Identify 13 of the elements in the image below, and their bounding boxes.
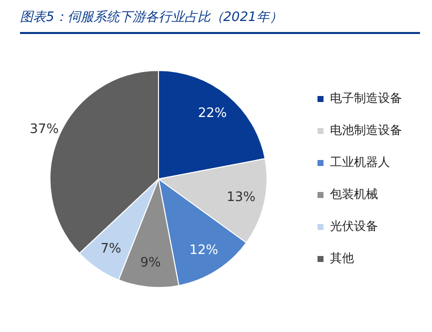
data-label: 12% bbox=[189, 242, 218, 258]
legend-label: 包装机械 bbox=[330, 187, 378, 202]
data-label: 9% bbox=[140, 256, 161, 271]
data-label: 22% bbox=[198, 106, 227, 122]
legend-label: 电子制造设备 bbox=[330, 91, 402, 106]
data-label: 7% bbox=[100, 241, 122, 256]
data-label: 37% bbox=[30, 122, 59, 137]
legend-label: 电池制造设备 bbox=[330, 123, 402, 138]
data-label: 13% bbox=[226, 190, 256, 205]
chart-title: 图表5：伺服系统下游各行业占比（2021年） bbox=[20, 8, 420, 34]
legend-label: 工业机器人 bbox=[330, 155, 390, 170]
legend-label: 光伏设备 bbox=[330, 219, 378, 234]
legend-label: 其他 bbox=[330, 251, 354, 266]
